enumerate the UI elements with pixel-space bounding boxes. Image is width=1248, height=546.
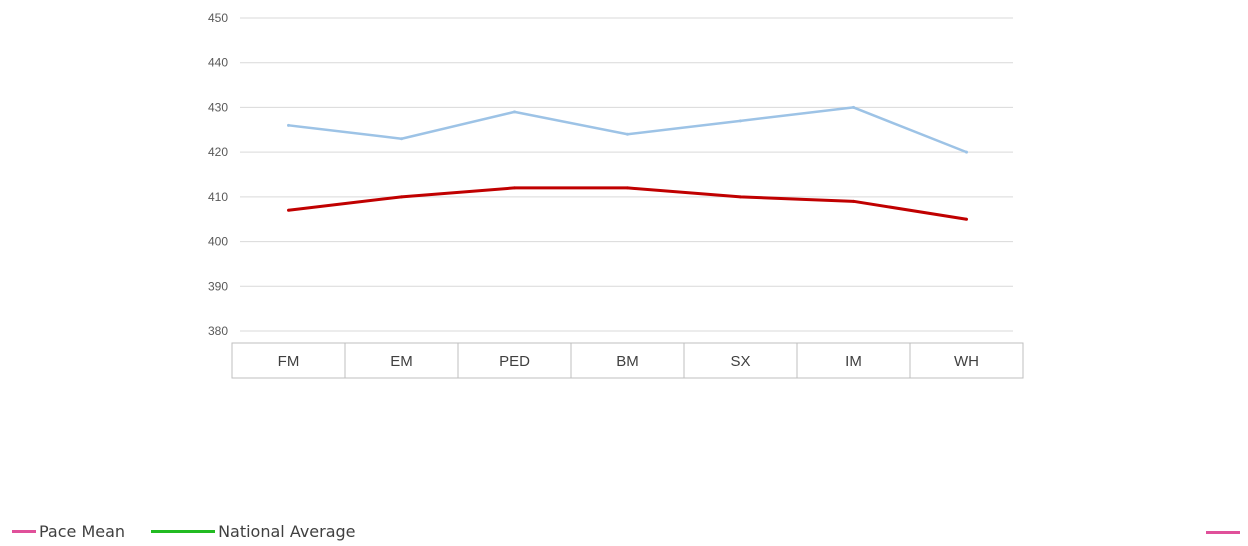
- y-tick-label: 400: [208, 235, 228, 249]
- series-1-point: [739, 119, 742, 123]
- legend-label-pace-mean: Pace Mean: [39, 522, 126, 541]
- x-category-label: BM: [616, 353, 639, 370]
- legend-overflow-marker: [1206, 531, 1240, 534]
- x-category-label: WH: [954, 353, 979, 370]
- series-1-point: [852, 105, 855, 109]
- series-1-line: [288, 106, 967, 154]
- legend-label-national-average: National Average: [218, 522, 356, 541]
- series-2-line: [288, 186, 967, 221]
- y-tick-label: 430: [208, 100, 228, 114]
- series-1-point: [626, 132, 629, 136]
- x-category-label: IM: [845, 353, 862, 370]
- x-category-label: EM: [390, 353, 413, 370]
- series-2-point: [400, 195, 403, 199]
- y-axis-ticks: 380 390 400 410 420 430 440 450: [208, 11, 228, 338]
- y-tick-label: 390: [208, 279, 228, 293]
- national-average-swatch: [151, 530, 216, 533]
- series-2-point: [513, 186, 516, 190]
- series-2-point: [287, 208, 290, 212]
- category-table-border: [231, 342, 1024, 379]
- series-lines: [287, 105, 968, 221]
- gridlines: [240, 17, 1013, 332]
- x-category-label: FM: [278, 353, 300, 370]
- series-2-point: [626, 186, 629, 190]
- legend-item-pace-mean[interactable]: Pace Mean: [12, 522, 125, 541]
- series-1-point: [287, 123, 290, 127]
- series-1-point: [965, 150, 968, 154]
- series-2-point: [965, 217, 968, 221]
- series-1-point: [513, 110, 516, 114]
- y-tick-label: 380: [208, 324, 228, 338]
- x-category-label: PED: [499, 353, 530, 370]
- y-tick-label: 410: [208, 190, 228, 204]
- series-2-point: [852, 199, 855, 203]
- y-tick-label: 420: [208, 145, 228, 159]
- category-table: FM EM PED BM SX IM WH: [231, 342, 1024, 379]
- series-1-point: [400, 137, 403, 141]
- legend: Pace Mean National Average: [12, 522, 382, 541]
- y-tick-label: 440: [208, 56, 228, 70]
- pace-mean-swatch: [12, 530, 36, 533]
- x-category-label: SX: [730, 353, 750, 370]
- y-tick-label: 450: [208, 11, 228, 25]
- legend-item-national-average[interactable]: National Average: [151, 522, 356, 541]
- series-2-point: [739, 195, 742, 199]
